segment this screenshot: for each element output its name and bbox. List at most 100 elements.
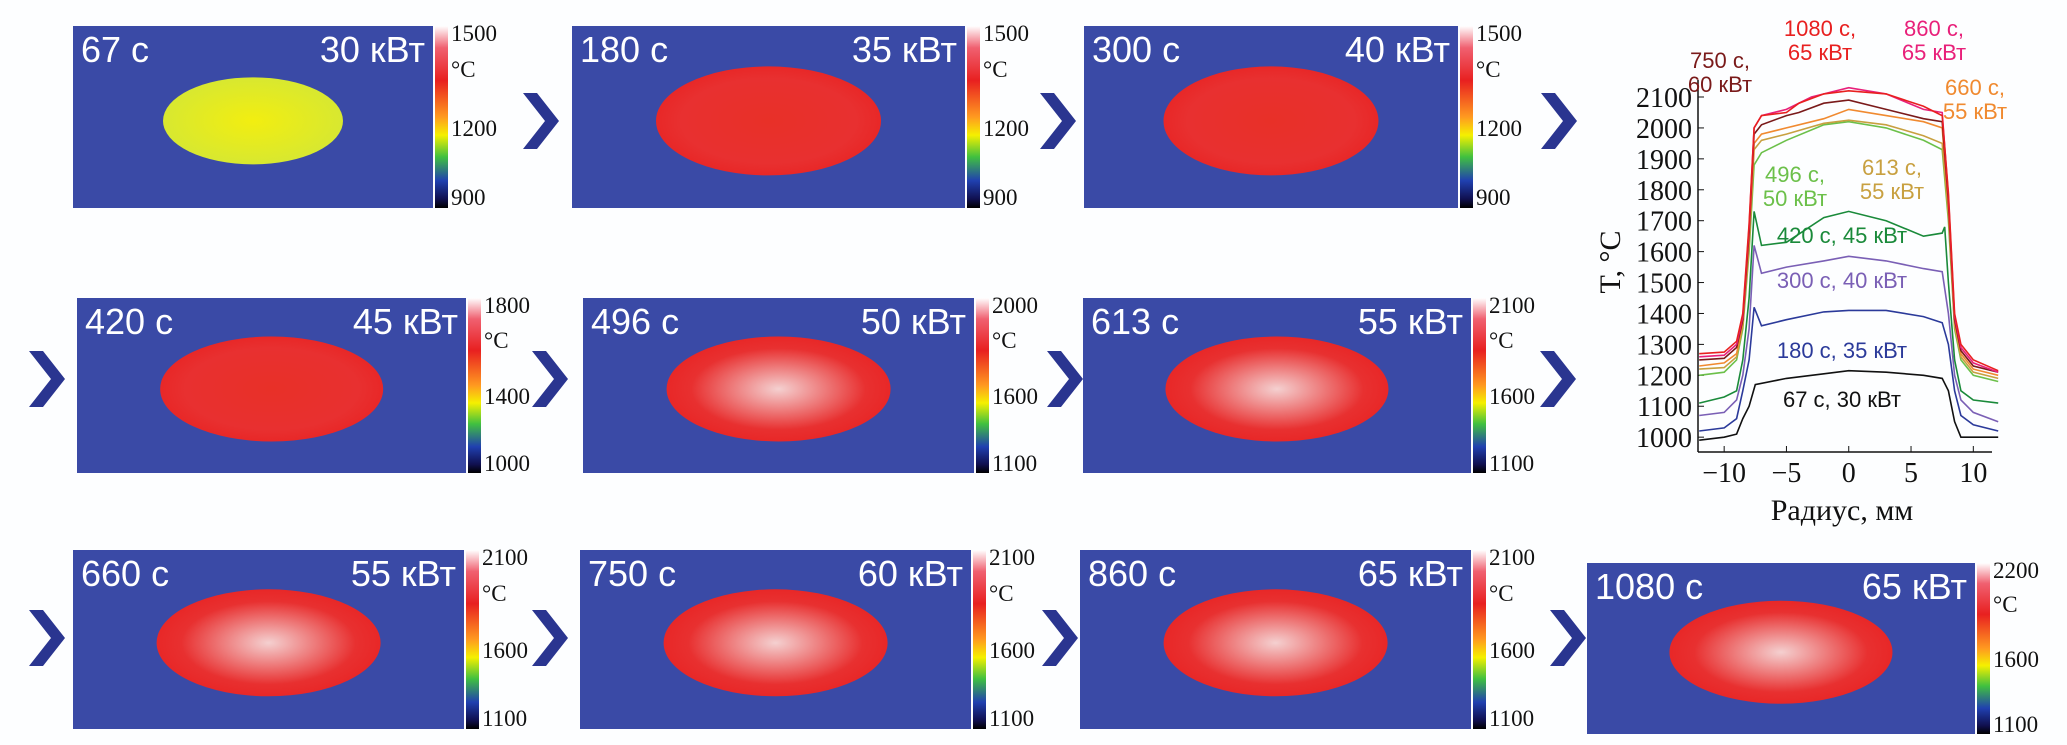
thermal-image-panel: 860 с 65 кВт <box>1080 550 1471 729</box>
color-scale-scale-max: 2100 <box>1489 293 1535 318</box>
power-label: 60 кВт <box>857 553 963 594</box>
y-tick-label: 1800 <box>1636 176 1692 207</box>
color-scale-unit: °C <box>1476 57 1501 83</box>
time-label: 67 с <box>81 29 150 70</box>
color-scale-scale-mid: 1600 <box>1993 646 2039 672</box>
color-scale-bar <box>1473 550 1486 729</box>
chevron-right-icon <box>29 610 65 666</box>
series-label: 55 кВт <box>1860 179 1924 204</box>
series-label: 750 с, <box>1690 48 1750 73</box>
time-label: 496 с <box>591 301 680 342</box>
time-label: 860 с <box>1088 553 1177 594</box>
x-tick-label: 10 <box>1959 458 1987 489</box>
y-tick-label: 2000 <box>1636 114 1692 145</box>
series-label: 65 кВт <box>1788 40 1852 65</box>
time-label: 660 с <box>81 553 170 594</box>
color-scale-scale-min: 1100 <box>482 706 528 732</box>
heated-spot <box>1669 600 1893 704</box>
color-scale-scale-mid: 1200 <box>983 115 1029 141</box>
series-line <box>1699 89 1999 372</box>
color-scale-scale-max: 2000 <box>992 293 1038 318</box>
chevron-right-icon <box>1540 351 1576 407</box>
color-scale-scale-min: 900 <box>451 184 486 210</box>
color-scale-unit: °C <box>1489 328 1514 353</box>
chevron-right-icon <box>523 93 559 149</box>
color-scale-bar <box>967 26 980 208</box>
x-axis-label: Радиус, мм <box>1771 494 1914 527</box>
power-label: 30 кВт <box>319 29 425 70</box>
color-scale-scale-min: 900 <box>983 184 1018 210</box>
y-tick-label: 1000 <box>1636 423 1692 454</box>
time-label: 420 с <box>85 301 174 342</box>
y-tick-label: 1300 <box>1636 330 1692 361</box>
color-scale-scale-max: 2100 <box>989 545 1035 570</box>
series-label: 180 с, 35 кВт <box>1777 338 1907 363</box>
color-scale-scale-mid: 1200 <box>1476 115 1522 141</box>
color-scale-scale-mid: 1600 <box>989 638 1035 664</box>
series-label: 65 кВт <box>1902 40 1966 65</box>
y-tick-label: 1900 <box>1636 145 1692 176</box>
color-scale-unit: °C <box>484 328 509 353</box>
chevron-right-icon <box>532 351 568 407</box>
time-label: 750 с <box>588 553 677 594</box>
thermal-image-panel: 613 с 55 кВт <box>1083 298 1471 473</box>
color-scale-scale-min: 1000 <box>484 450 530 476</box>
series-label: 1080 с, <box>1784 16 1856 41</box>
chevron-right-icon <box>1047 351 1083 407</box>
color-scale-bar <box>1473 298 1486 473</box>
chevron-right-icon <box>29 351 65 407</box>
time-label: 300 с <box>1092 29 1181 70</box>
power-label: 55 кВт <box>350 553 456 594</box>
color-scale-bar <box>435 26 448 208</box>
color-scale-unit: °C <box>451 57 476 83</box>
thermal-image-panel: 67 с 30 кВт <box>73 26 433 208</box>
color-scale-scale-max: 1500 <box>451 21 497 46</box>
y-tick-label: 1200 <box>1636 361 1692 392</box>
series-label: 496 с, <box>1765 162 1825 187</box>
chevron-right-icon <box>1541 93 1577 149</box>
color-scale-unit: °C <box>992 328 1017 353</box>
heated-spot <box>1165 336 1389 442</box>
power-label: 40 кВт <box>1344 29 1450 70</box>
x-tick-label: 0 <box>1842 458 1856 489</box>
color-scale-unit: °C <box>989 580 1014 606</box>
heated-spot <box>1163 66 1379 176</box>
color-scale-scale-max: 2200 <box>1993 558 2039 583</box>
power-label: 45 кВт <box>352 301 458 342</box>
y-tick-label: 1500 <box>1636 269 1692 300</box>
chevron-right-icon <box>532 610 568 666</box>
color-scale-unit: °C <box>983 57 1008 83</box>
color-scale-scale-mid: 1600 <box>1489 384 1535 409</box>
power-label: 55 кВт <box>1357 301 1463 342</box>
color-scale-scale-mid: 1600 <box>992 384 1038 409</box>
color-scale-bar <box>468 298 481 473</box>
series-label: 50 кВт <box>1763 186 1827 211</box>
y-axis-label: T, °C <box>1594 230 1627 293</box>
power-label: 65 кВт <box>1861 566 1967 607</box>
thermal-image-panel: 750 с 60 кВт <box>580 550 971 729</box>
series-line <box>1699 369 1999 441</box>
color-scale-scale-max: 1500 <box>1476 21 1522 46</box>
series-label: 60 кВт <box>1688 72 1752 97</box>
heated-spot <box>666 336 891 442</box>
heated-spot <box>159 336 384 442</box>
x-tick-label: −10 <box>1702 458 1746 489</box>
heated-spot <box>163 76 343 165</box>
power-label: 50 кВт <box>860 301 966 342</box>
heated-spot <box>655 66 882 176</box>
series-line <box>1699 307 1999 432</box>
series-label: 613 с, <box>1862 155 1922 180</box>
series-label: 300 с, 40 кВт <box>1777 268 1907 293</box>
color-scale-bar <box>1977 563 1990 734</box>
chevron-right-icon <box>1550 610 1586 666</box>
series-line <box>1699 245 1999 423</box>
color-scale-scale-max: 2100 <box>1489 545 1535 570</box>
color-scale-bar <box>466 550 479 729</box>
color-scale-scale-mid: 1600 <box>482 638 528 664</box>
series-label: 660 с, <box>1945 75 2005 100</box>
thermal-image-panel: 660 с 55 кВт <box>73 550 464 729</box>
series-labels: 67 с, 30 кВт 180 с, 35 кВт 300 с, 40 кВт 42… <box>1688 16 2007 412</box>
chart-series <box>1699 86 1999 441</box>
color-scale-scale-min: 1100 <box>1993 711 2039 737</box>
